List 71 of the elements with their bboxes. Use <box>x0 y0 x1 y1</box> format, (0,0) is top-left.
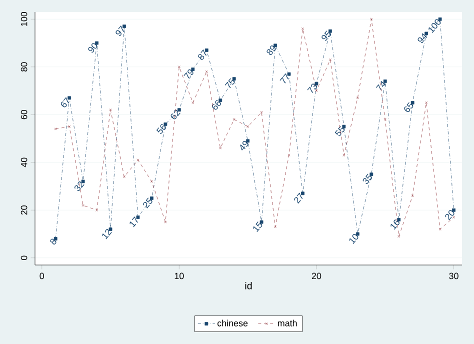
point <box>398 235 400 238</box>
data-label: 100 <box>428 19 441 33</box>
point <box>356 96 359 100</box>
y-tick-label: 40 <box>20 158 28 168</box>
data-label: 32 <box>74 181 84 192</box>
data-label: 15 <box>253 222 262 232</box>
data-label: 55 <box>334 126 345 136</box>
x-tick-label: 10 <box>174 272 184 280</box>
data-label: 73 <box>307 84 318 93</box>
data-label: 79 <box>184 69 194 79</box>
data-label: 67 <box>60 97 70 108</box>
y-tick-label: 0 <box>20 256 28 260</box>
point <box>274 226 277 228</box>
data-label: 20 <box>445 210 454 220</box>
y-tick-label: 80 <box>20 62 28 72</box>
point <box>122 175 126 178</box>
data-label: 94 <box>418 33 428 44</box>
legend-label: math <box>278 320 297 326</box>
data-label: 25 <box>143 198 152 208</box>
data-label: 95 <box>322 30 331 41</box>
point <box>178 66 180 68</box>
point <box>109 108 112 112</box>
point <box>192 101 194 104</box>
data-label: 8 <box>50 238 56 245</box>
point <box>370 18 373 20</box>
data-label: 90 <box>88 43 98 53</box>
data-label: 17 <box>130 216 138 228</box>
data-label: 35 <box>362 174 372 184</box>
x-tick-label: 30 <box>449 272 458 280</box>
point <box>411 194 414 198</box>
data-label: 77 <box>280 73 289 84</box>
point <box>164 220 167 224</box>
point <box>54 128 57 130</box>
y-tick-label: 60 <box>20 110 28 120</box>
data-label: 75 <box>224 78 235 88</box>
data-label: 10 <box>349 234 358 244</box>
point <box>384 118 386 121</box>
data-label: 12 <box>102 229 112 240</box>
data-label: 66 <box>212 100 222 110</box>
point <box>260 110 263 114</box>
data-label: 27 <box>294 192 303 204</box>
point <box>136 158 140 162</box>
point <box>150 180 153 183</box>
point <box>328 58 332 61</box>
point <box>82 204 84 207</box>
data-label: 56 <box>156 124 166 134</box>
data-label: 65 <box>404 102 414 112</box>
data-label: 87 <box>198 49 207 60</box>
point <box>232 118 236 121</box>
data-label: 74 <box>376 81 386 91</box>
point <box>205 70 208 73</box>
point <box>288 154 290 156</box>
legend-label: chinese <box>217 320 248 326</box>
data-label: 16 <box>390 220 400 230</box>
point <box>96 208 98 212</box>
data-label: 49 <box>240 140 248 150</box>
y-tick-label: 20 <box>20 205 28 215</box>
data-label: 62 <box>170 110 180 120</box>
data-label: 97 <box>116 26 124 36</box>
data-label: 89 <box>266 46 276 56</box>
point <box>219 146 222 150</box>
point <box>425 101 428 104</box>
x-tick-label: 0 <box>40 272 44 280</box>
x-tick-label: 20 <box>312 272 322 280</box>
point <box>246 125 250 128</box>
x-axis-title: id <box>245 282 252 290</box>
y-tick-label: 100 <box>20 12 28 26</box>
point <box>301 27 304 30</box>
point <box>342 154 346 156</box>
point <box>68 125 71 128</box>
point <box>438 228 442 230</box>
